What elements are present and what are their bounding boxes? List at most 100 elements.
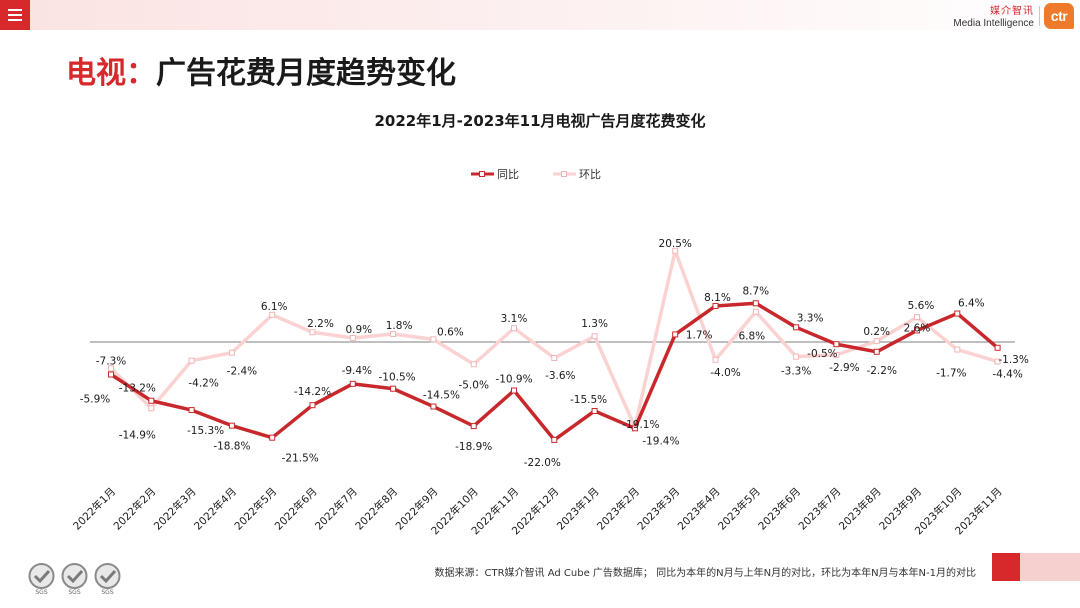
sgs-certification-icon: SGS (94, 563, 121, 596)
slide-title-text: 广告花费月度趋势变化 (156, 56, 456, 91)
data-label-yoy: -22.0% (524, 457, 561, 469)
data-point-mom (551, 355, 558, 362)
x-tick-label: 2023年8月 (836, 485, 884, 533)
x-tick-label: 2022年6月 (272, 485, 320, 533)
x-tick-label: 2023年2月 (594, 485, 642, 533)
x-tick-label: 2023年4月 (675, 485, 723, 533)
hamburger-menu-icon (8, 9, 22, 21)
data-point-yoy (793, 324, 800, 331)
data-label-mom: 1.8% (386, 320, 413, 332)
data-point-yoy (994, 344, 1001, 351)
x-tick-label: 2022年3月 (151, 485, 199, 533)
data-point-mom (108, 365, 114, 372)
data-point-mom (228, 349, 235, 356)
data-label-yoy: -7.3% (96, 355, 126, 367)
sgs-label: SGS (68, 589, 80, 596)
data-point-mom (148, 405, 155, 412)
data-label-mom: 3.1% (501, 313, 528, 325)
brand-name-en: Media Intelligence (953, 18, 1034, 29)
data-label-yoy: 8.7% (742, 285, 769, 297)
data-label-mom: -4.0% (710, 367, 740, 379)
data-point-yoy (752, 300, 759, 307)
x-tick-label: 2023年5月 (715, 485, 763, 533)
x-tick-label: 2023年6月 (756, 485, 804, 533)
x-tick-label: 2022年5月 (232, 485, 280, 533)
data-label-yoy: 8.1% (704, 292, 731, 304)
data-point-mom (672, 247, 679, 254)
data-label-yoy: 1.7% (686, 329, 713, 341)
x-tick-label: 2023年3月 (635, 485, 683, 533)
data-point-mom (873, 338, 880, 345)
data-label-yoy: -15.5% (570, 394, 607, 406)
data-label-yoy: 2.6% (904, 322, 931, 334)
brand-divider (1039, 6, 1040, 26)
data-label-mom: -2.9% (829, 362, 859, 374)
data-label-mom: -3.3% (781, 366, 811, 378)
data-label-mom: -3.6% (545, 370, 575, 382)
data-point-yoy (108, 371, 114, 378)
sgs-label: SGS (35, 589, 47, 596)
data-label-yoy: -10.9% (495, 374, 532, 386)
data-point-yoy (551, 436, 558, 443)
menu-button[interactable] (0, 0, 30, 30)
x-tick-label: 2022年4月 (191, 485, 239, 533)
legend-label-mom: 环比 (579, 168, 601, 181)
data-point-yoy (228, 422, 235, 429)
chart-title: 2022年1月-2023年11月电视广告月度花费变化 (374, 112, 705, 130)
data-label-yoy: -18.9% (455, 441, 492, 453)
data-label-yoy: -18.8% (213, 441, 250, 453)
data-point-yoy (712, 302, 719, 309)
data-label-yoy: -10.5% (379, 372, 416, 384)
data-label-mom: 20.5% (659, 238, 692, 250)
legend-item-mom: 环比 (553, 168, 601, 181)
data-point-mom (430, 336, 437, 343)
data-label-yoy: -9.4% (342, 365, 372, 377)
data-point-mom (511, 325, 517, 332)
data-label-yoy: 3.3% (797, 312, 824, 324)
data-point-yoy (430, 403, 437, 410)
series-yoy (108, 300, 1001, 443)
data-label-mom: -14.9% (119, 429, 156, 441)
data-point-mom (994, 358, 1001, 365)
data-label-yoy: 6.4% (958, 298, 985, 310)
slide-title: 电视：广告花费月度趋势变化 (66, 48, 456, 92)
legend-item-yoy: 同比 (471, 168, 519, 181)
data-label-mom: -19.1% (622, 419, 659, 431)
data-point-yoy (833, 341, 840, 348)
data-label-yoy: -19.4% (642, 435, 679, 447)
data-point-yoy (309, 402, 316, 409)
data-point-yoy (631, 425, 638, 432)
data-point-yoy (349, 380, 356, 387)
legend-label-yoy: 同比 (497, 168, 519, 181)
legend-marker-yoy (479, 171, 485, 177)
data-point-mom (390, 330, 397, 337)
x-tick-label: 2022年1月 (70, 485, 118, 533)
series-mom (108, 247, 1001, 430)
brand-name-cn: 媒介智讯 (990, 6, 1034, 17)
footer-accent-pink (1020, 553, 1080, 581)
data-label-mom: 1.3% (581, 318, 608, 330)
data-point-mom (833, 351, 840, 358)
x-tick-label: 2022年2月 (111, 485, 159, 533)
legend-marker-mom (561, 171, 567, 177)
data-label-mom: -1.7% (936, 368, 966, 380)
data-point-yoy (914, 327, 920, 334)
data-point-mom (712, 356, 719, 363)
data-label-mom: 0.9% (345, 324, 372, 336)
data-point-yoy (390, 385, 397, 392)
data-point-yoy (954, 310, 961, 317)
data-point-mom (752, 308, 759, 315)
data-label-mom: -5.0% (458, 379, 488, 391)
data-label-mom: 0.6% (437, 326, 464, 338)
brand-text: 媒介智讯 Media Intelligence (953, 6, 1034, 30)
data-label-yoy: -14.2% (294, 386, 331, 398)
data-label-yoy: -14.5% (423, 390, 460, 402)
data-label-yoy: -15.3% (187, 425, 224, 437)
data-label-yoy: -0.5% (807, 348, 837, 360)
data-label-mom: -4.2% (188, 378, 218, 390)
data-label-yoy: -13.2% (119, 383, 156, 395)
data-point-mom (914, 314, 920, 321)
data-point-yoy (511, 387, 517, 394)
ctr-logo-icon: ctr (1044, 3, 1074, 29)
